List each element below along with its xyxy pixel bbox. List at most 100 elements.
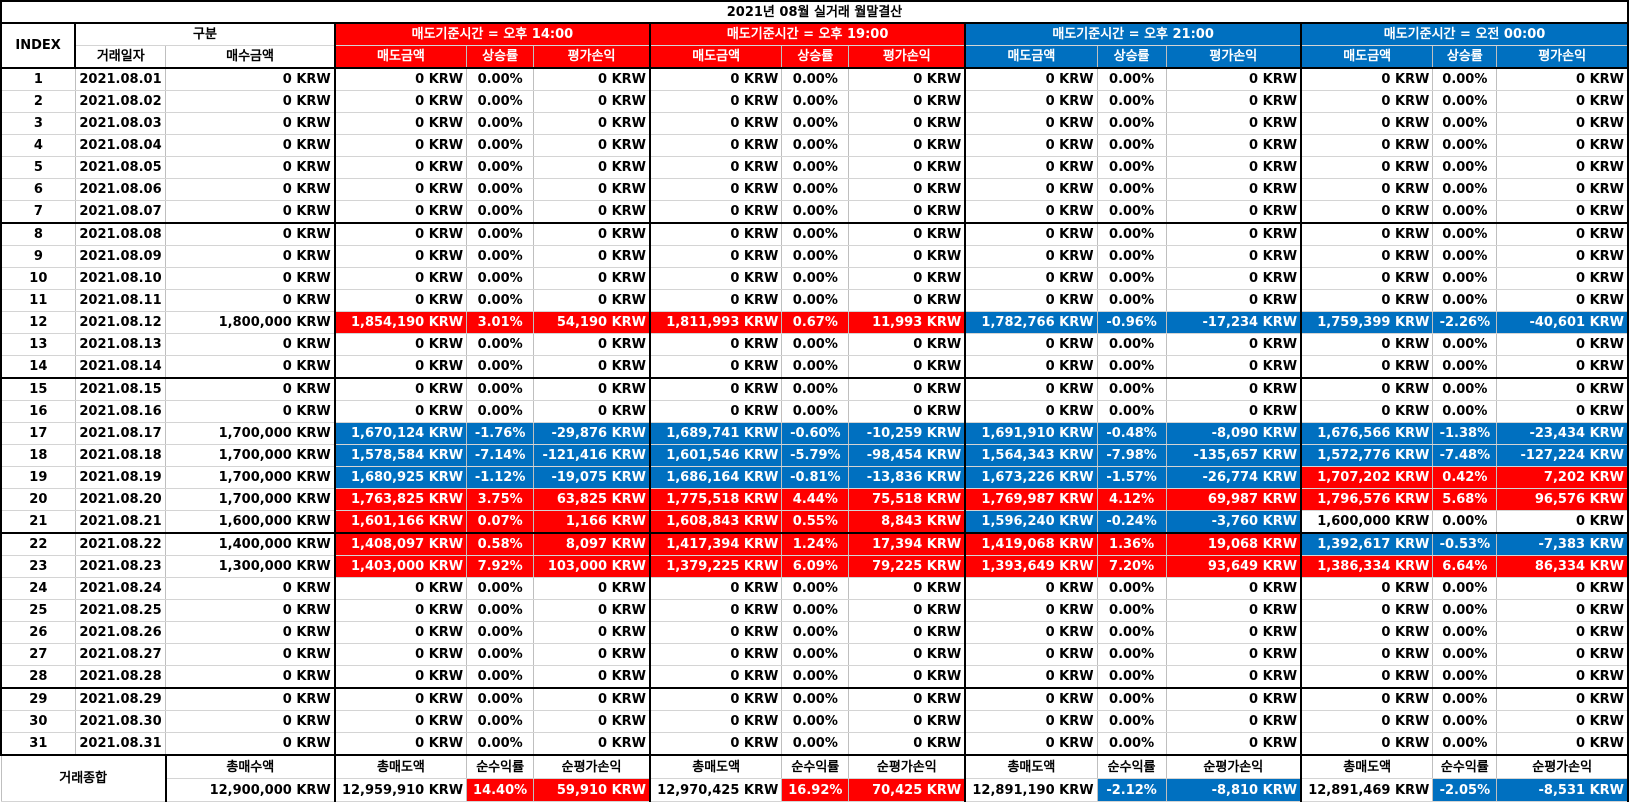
- rate-cell: 0.00%: [781, 200, 850, 224]
- pnl-cell: 0 KRW: [1496, 267, 1629, 290]
- sell-amount-cell: 0 KRW: [333, 732, 468, 756]
- sell-amount-cell: 1,707,202 KRW: [1300, 466, 1434, 489]
- sell-amount-cell: 0 KRW: [649, 245, 783, 268]
- sell-amount-cell: 0 KRW: [1300, 577, 1434, 600]
- pnl-cell: -13,836 KRW: [848, 466, 967, 489]
- rate-cell: 0.00%: [781, 355, 850, 379]
- sell-amount-cell: 0 KRW: [964, 200, 1098, 224]
- sell-amount-cell: 0 KRW: [964, 245, 1098, 268]
- date-header: 거래일자: [74, 45, 167, 69]
- rate-header: 상승률: [781, 45, 850, 69]
- buy-amount-cell: 0 KRW: [165, 112, 336, 135]
- rate-cell: 0.00%: [781, 289, 850, 312]
- group-header-0000: 매도기준시간 = 오전 00:00: [1300, 22, 1629, 46]
- rate-cell: 0.00%: [1432, 665, 1498, 689]
- sell-amount-cell: 1,689,741 KRW: [649, 422, 783, 445]
- pnl-cell: 0 KRW: [1165, 687, 1303, 711]
- pnl-cell: 0 KRW: [848, 245, 967, 268]
- buy-amount-cell: 0 KRW: [165, 178, 336, 201]
- pnl-cell: 0 KRW: [533, 222, 652, 246]
- rate-cell: 0.00%: [1096, 67, 1167, 91]
- pnl-cell: 19,068 KRW: [1165, 532, 1303, 556]
- total-sell-value: 12,970,425 KRW: [649, 778, 783, 802]
- rate-cell: 0.00%: [1096, 134, 1167, 157]
- sell-amount-cell: 1,417,394 KRW: [649, 532, 783, 556]
- sell-amount-cell: 1,686,164 KRW: [649, 466, 783, 489]
- index-cell: 4: [0, 134, 76, 157]
- date-cell: 2021.08.28: [74, 665, 167, 689]
- rate-cell: 0.00%: [1096, 90, 1167, 113]
- pnl-cell: -98,454 KRW: [848, 444, 967, 467]
- pnl-cell: -23,434 KRW: [1496, 422, 1629, 445]
- sell-amount-cell: 1,691,910 KRW: [964, 422, 1098, 445]
- sell-amount-cell: 1,578,584 KRW: [333, 444, 468, 467]
- rate-cell: 4.44%: [781, 488, 850, 511]
- index-cell: 29: [0, 687, 76, 711]
- sell-amount-cell: 0 KRW: [1300, 289, 1434, 312]
- pnl-cell: 0 KRW: [533, 400, 652, 423]
- index-header: INDEX: [0, 22, 77, 69]
- rate-cell: 0.00%: [1096, 333, 1167, 356]
- buy-amount-cell: 0 KRW: [165, 665, 336, 689]
- rate-cell: 0.00%: [1432, 289, 1498, 312]
- pnl-cell: 8,843 KRW: [848, 510, 967, 534]
- rate-cell: 0.00%: [466, 377, 535, 401]
- table-row: 4 2021.08.04 0 KRW 0 KRW 0.00% 0 KRW 0 KRW 0.00…: [0, 134, 1629, 157]
- sell-amount-cell: 0 KRW: [964, 289, 1098, 312]
- index-cell: 7: [0, 200, 76, 224]
- rate-cell: 0.00%: [1432, 510, 1498, 534]
- table-row: 7 2021.08.07 0 KRW 0 KRW 0.00% 0 KRW 0 KRW 0.00…: [0, 200, 1629, 224]
- pnl-cell: 0 KRW: [848, 178, 967, 201]
- buy-amount-cell: 1,700,000 KRW: [165, 444, 336, 467]
- sell-amount-cell: 0 KRW: [1300, 178, 1434, 201]
- total-sell-value: 12,891,190 KRW: [964, 778, 1098, 802]
- pnl-cell: -17,234 KRW: [1165, 311, 1303, 334]
- pnl-cell: -26,774 KRW: [1165, 466, 1303, 489]
- pnl-header: 평가손익: [848, 45, 967, 69]
- sell-amount-cell: 0 KRW: [1300, 112, 1434, 135]
- rate-cell: 0.00%: [1096, 710, 1167, 733]
- pnl-cell: 0 KRW: [1496, 665, 1629, 689]
- net-rate-label: 순수익률: [1096, 754, 1167, 779]
- pnl-cell: 0 KRW: [1165, 289, 1303, 312]
- pnl-cell: 0 KRW: [1165, 577, 1303, 600]
- rate-cell: 0.00%: [1096, 267, 1167, 290]
- net-rate-value: -2.12%: [1096, 778, 1167, 802]
- table-row: 15 2021.08.15 0 KRW 0 KRW 0.00% 0 KRW 0 KRW 0.0…: [0, 377, 1629, 401]
- date-cell: 2021.08.20: [74, 488, 167, 511]
- rate-cell: 0.00%: [1096, 112, 1167, 135]
- pnl-cell: 0 KRW: [1165, 710, 1303, 733]
- rate-cell: 0.00%: [466, 710, 535, 733]
- date-cell: 2021.08.14: [74, 355, 167, 379]
- pnl-cell: 0 KRW: [1165, 400, 1303, 423]
- rate-cell: 1.36%: [1096, 532, 1167, 556]
- sell-amount-cell: 0 KRW: [1300, 267, 1434, 290]
- pnl-cell: 0 KRW: [848, 687, 967, 711]
- buy-amount-cell: 0 KRW: [165, 267, 336, 290]
- pnl-cell: 54,190 KRW: [533, 311, 652, 334]
- sell-amount-cell: 0 KRW: [964, 621, 1098, 644]
- sell-amount-cell: 0 KRW: [649, 333, 783, 356]
- pnl-cell: -40,601 KRW: [1496, 311, 1629, 334]
- sell-amount-cell: 1,408,097 KRW: [333, 532, 468, 556]
- buy-amount-cell: 0 KRW: [165, 643, 336, 666]
- rate-header: 상승률: [1432, 45, 1498, 69]
- pnl-cell: 0 KRW: [1496, 333, 1629, 356]
- rate-cell: 0.00%: [466, 112, 535, 135]
- date-cell: 2021.08.05: [74, 156, 167, 179]
- date-cell: 2021.08.09: [74, 245, 167, 268]
- index-cell: 13: [0, 333, 76, 356]
- net-pnl-label: 순평가손익: [848, 754, 967, 779]
- pnl-cell: 0 KRW: [1165, 621, 1303, 644]
- date-cell: 2021.08.03: [74, 112, 167, 135]
- pnl-cell: 11,993 KRW: [848, 311, 967, 334]
- table-row: 12 2021.08.12 1,800,000 KRW 1,854,190 KRW 3.…: [0, 311, 1629, 334]
- date-cell: 2021.08.08: [74, 222, 167, 246]
- net-rate-value: 16.92%: [781, 778, 850, 802]
- net-pnl-value: 70,425 KRW: [848, 778, 967, 802]
- date-cell: 2021.08.25: [74, 599, 167, 622]
- index-cell: 31: [0, 732, 76, 756]
- total-buy-label: 총매수액: [165, 754, 336, 779]
- date-cell: 2021.08.26: [74, 621, 167, 644]
- rate-cell: 0.00%: [1432, 267, 1498, 290]
